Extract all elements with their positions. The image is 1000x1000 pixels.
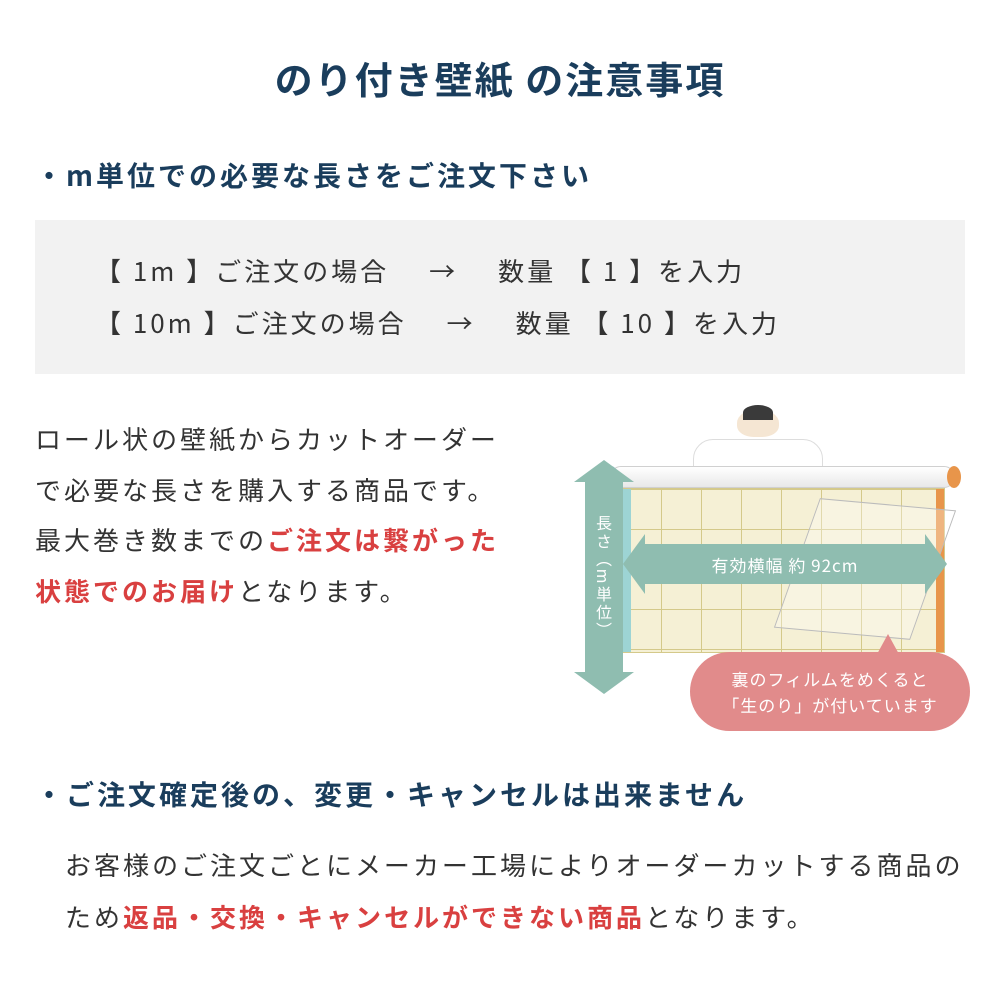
bullet-no-cancel: ・ご注文確定後の、変更・キャンセルは出来ません (35, 774, 965, 814)
note-red: 返品・交換・キャンセルができない商品 (123, 898, 645, 935)
desc-part1: ロール状の壁紙からカットオーダーで必要な長さを購入する商品です。 (35, 420, 499, 508)
page-title: のり付き壁紙 の注意事項 (35, 50, 965, 105)
bubble-line1: 裏のフィルムをめくると (732, 666, 929, 691)
desc-part2-post: となります。 (238, 572, 409, 609)
quantity-example-box: 【 1m 】ご注文の場合 → 数量 【 1 】を入力 【 10m 】ご注文の場合… (35, 220, 965, 374)
horizontal-arrow: 有効横幅 約 92cm (645, 544, 925, 584)
speech-bubble: 裏のフィルムをめくると 「生のり」が付いています (690, 652, 970, 731)
wallpaper-roll (610, 466, 955, 488)
example-1-left: 【 1m 】ご注文の場合 (95, 245, 389, 297)
example-1-right: 数量 【 1 】を入力 (498, 245, 745, 297)
arrow-icon: → (429, 245, 458, 297)
desc-part2-pre: 最大巻き数までの (35, 521, 267, 558)
example-2-left: 【 10m 】ご注文の場合 (95, 297, 407, 349)
vertical-arrow: 長さ（m単位） (585, 482, 623, 672)
horizontal-arrow-label: 有効横幅 約 92cm (712, 552, 859, 577)
vertical-arrow-label: 長さ（m単位） (592, 515, 616, 640)
bubble-line2: 「生のり」が付いています (722, 692, 938, 717)
arrow-icon: → (447, 297, 476, 349)
product-description: ロール状の壁紙からカットオーダーで必要な長さを購入する商品です。 最大巻き数まで… (35, 414, 525, 724)
bullet-order-by-meter: ・m単位での必要な長さをご注文下さい (35, 155, 965, 195)
example-2-right: 数量 【 10 】を入力 (516, 297, 780, 349)
example-row-1: 【 1m 】ご注文の場合 → 数量 【 1 】を入力 (95, 245, 905, 297)
wallpaper-diagram: 長さ（m単位） 有効横幅 約 92cm 裏のフィルムをめくると 「生のり」が付い… (550, 414, 965, 724)
example-row-2: 【 10m 】ご注文の場合 → 数量 【 10 】を入力 (95, 297, 905, 349)
cancel-note: お客様のご注文ごとにメーカー工場によりオーダーカットする商品のため返品・交換・キ… (35, 839, 965, 943)
note-post: となります。 (645, 898, 816, 935)
